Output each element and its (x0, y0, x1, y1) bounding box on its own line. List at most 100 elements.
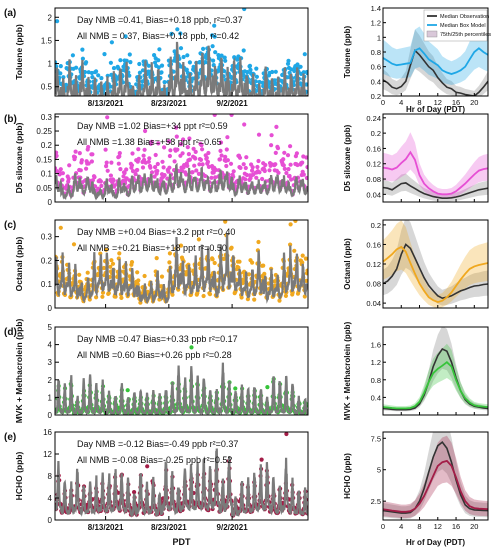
model-point (155, 168, 160, 174)
model-point (263, 162, 268, 168)
model-point (237, 155, 243, 160)
stats-day: Day NMB =0.41, Bias=+0.18 ppb, r²=0.37 (77, 15, 243, 25)
model-point (197, 60, 202, 65)
model-point (99, 76, 104, 81)
model-point (292, 68, 297, 74)
model-point (113, 294, 118, 299)
model-point (303, 256, 308, 261)
y-tick-label: 1 (377, 33, 381, 42)
model-point (272, 78, 277, 83)
model-point (224, 163, 229, 169)
y-tick-label: 16 (43, 428, 52, 437)
model-point (174, 134, 179, 139)
model-point (252, 297, 257, 302)
model-point (260, 176, 265, 182)
model-point (58, 64, 63, 69)
model-point (179, 168, 185, 174)
panel-a: 0.5 1 1.5 2 8/13/2021 8/23/2021 9/2/2021 (a) Tol… (4, 7, 309, 108)
model-point (210, 257, 215, 262)
diurnal-panel-d: 0.4 0.8 1.2 1.6 MVK + Methacrolein (ppb) (343, 321, 489, 420)
model-point (149, 139, 154, 144)
model-point (244, 172, 249, 178)
model-point (134, 95, 136, 96)
model-point (111, 66, 117, 71)
model-point (109, 72, 114, 77)
model-point (153, 60, 158, 65)
model-point (212, 34, 217, 39)
model-point (136, 278, 141, 283)
y-tick-label: 1.6 (371, 341, 381, 350)
model-percentile-band (383, 220, 488, 308)
x-tick-label: 9/2/2021 (217, 99, 249, 108)
model-point (136, 156, 141, 161)
model-point (100, 294, 105, 299)
model-point (213, 167, 218, 172)
model-point (152, 53, 157, 58)
diurnal-y-axis-label: Toluene (ppb) (343, 26, 352, 79)
model-point (295, 162, 300, 168)
model-point (134, 82, 139, 87)
model-point (58, 71, 63, 76)
model-point (191, 146, 196, 151)
model-percentile-band (383, 132, 488, 199)
model-point (238, 165, 243, 170)
model-point (118, 167, 123, 172)
model-point (193, 156, 198, 161)
model-point (128, 60, 133, 65)
model-point (175, 27, 180, 32)
model-point (265, 385, 270, 390)
y-tick-label: 0.2 (41, 141, 53, 150)
model-point (288, 144, 293, 149)
model-point (159, 70, 164, 75)
model-point (259, 457, 264, 462)
model-point (140, 165, 146, 170)
model-point (67, 163, 72, 168)
y-axis-label: D5 siloxane (ppb) (14, 122, 24, 193)
y-tick-label: 0.12 (366, 260, 381, 269)
model-point (254, 66, 259, 71)
model-point (58, 225, 63, 230)
model-point (80, 56, 85, 61)
stats-all: All NMB =+0.21 Bias=+18 ppt r²=0.50 (77, 243, 227, 253)
model-point (300, 253, 305, 258)
model-point (218, 148, 223, 153)
model-point (187, 60, 192, 65)
panel-label: (b) (4, 114, 17, 125)
model-point (104, 247, 109, 252)
model-point (289, 177, 294, 182)
model-point (146, 63, 151, 68)
model-point (94, 69, 99, 74)
y-axis-label: Octanal (ppb) (14, 236, 24, 291)
y-tick-label: 0.5 (41, 83, 53, 92)
y-tick-label: 0.1 (41, 170, 53, 179)
model-point (66, 176, 71, 181)
model-point (222, 69, 227, 74)
model-point (243, 177, 248, 182)
model-point (166, 169, 171, 174)
model-point (223, 220, 228, 224)
observation-percentile-band (383, 220, 488, 306)
y-tick-label: 1 (48, 60, 53, 69)
model-point (285, 153, 291, 158)
model-point (78, 168, 83, 173)
model-point (181, 137, 186, 142)
model-point (223, 58, 228, 63)
model-point (250, 168, 255, 173)
y-tick-label: 4 (48, 341, 53, 350)
model-point (127, 52, 132, 57)
y-tick-label: 2 (48, 376, 53, 385)
stats-day: Day NMB =-0.12 Bias=-0.49 ppb r²=0.37 (77, 439, 238, 449)
model-point (117, 151, 122, 156)
model-point (223, 154, 228, 159)
stats-all: All NMB = 0.37, Bias=+0.18 ppb, r²=0.42 (77, 31, 239, 41)
model-point (282, 166, 287, 171)
model-point (130, 169, 136, 174)
model-point (204, 155, 209, 160)
y-tick-label: 0.4 (371, 393, 381, 402)
model-point (295, 62, 300, 67)
model-point (245, 70, 250, 75)
median-model-line (383, 245, 488, 304)
model-point (196, 237, 201, 242)
model-point (244, 155, 249, 160)
